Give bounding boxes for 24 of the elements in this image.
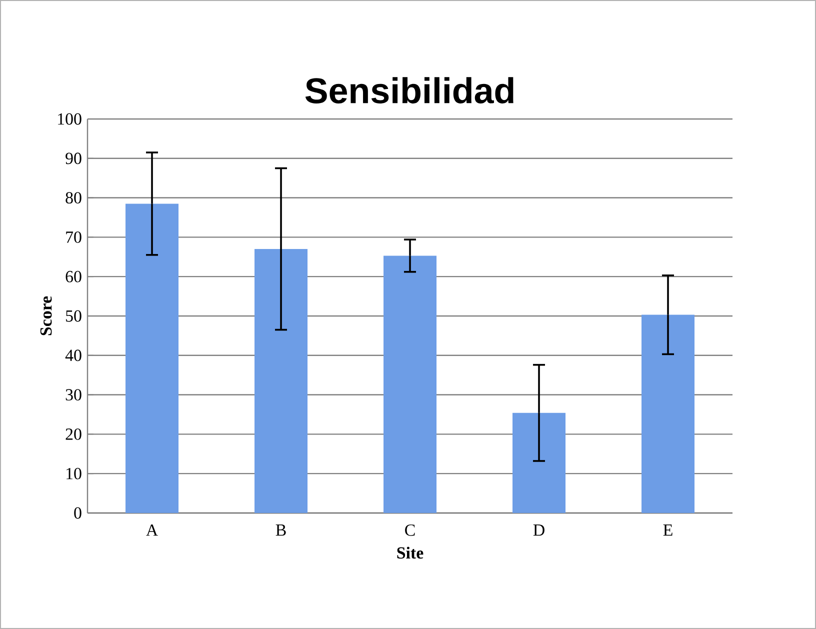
y-tick-label: 50	[66, 310, 82, 322]
bar	[126, 204, 179, 513]
y-tick-label: 60	[66, 270, 82, 282]
y-tick-label: 10	[66, 468, 82, 480]
x-tick-label: B	[276, 524, 286, 536]
bar	[384, 256, 437, 513]
y-tick-label: 80	[66, 192, 82, 204]
y-tick-label: 30	[66, 389, 82, 401]
y-tick-label: 20	[66, 428, 82, 440]
x-tick-label: D	[533, 524, 544, 536]
y-tick-label: 0	[74, 507, 82, 519]
x-tick-label: E	[663, 524, 672, 536]
chart-title: Sensibilidad	[305, 77, 514, 104]
y-tick-label: 90	[66, 152, 82, 164]
bar	[512, 412, 566, 513]
y-tick-label: 70	[66, 231, 82, 243]
x-axis-title: Site	[397, 546, 424, 559]
bar	[642, 314, 695, 513]
x-tick-label: C	[405, 524, 415, 536]
x-tick-label: A	[146, 524, 158, 536]
y-axis-title: Score	[40, 296, 52, 336]
y-tick-label: 100	[58, 113, 82, 125]
bar	[254, 249, 308, 513]
y-tick-label: 40	[65, 350, 82, 362]
